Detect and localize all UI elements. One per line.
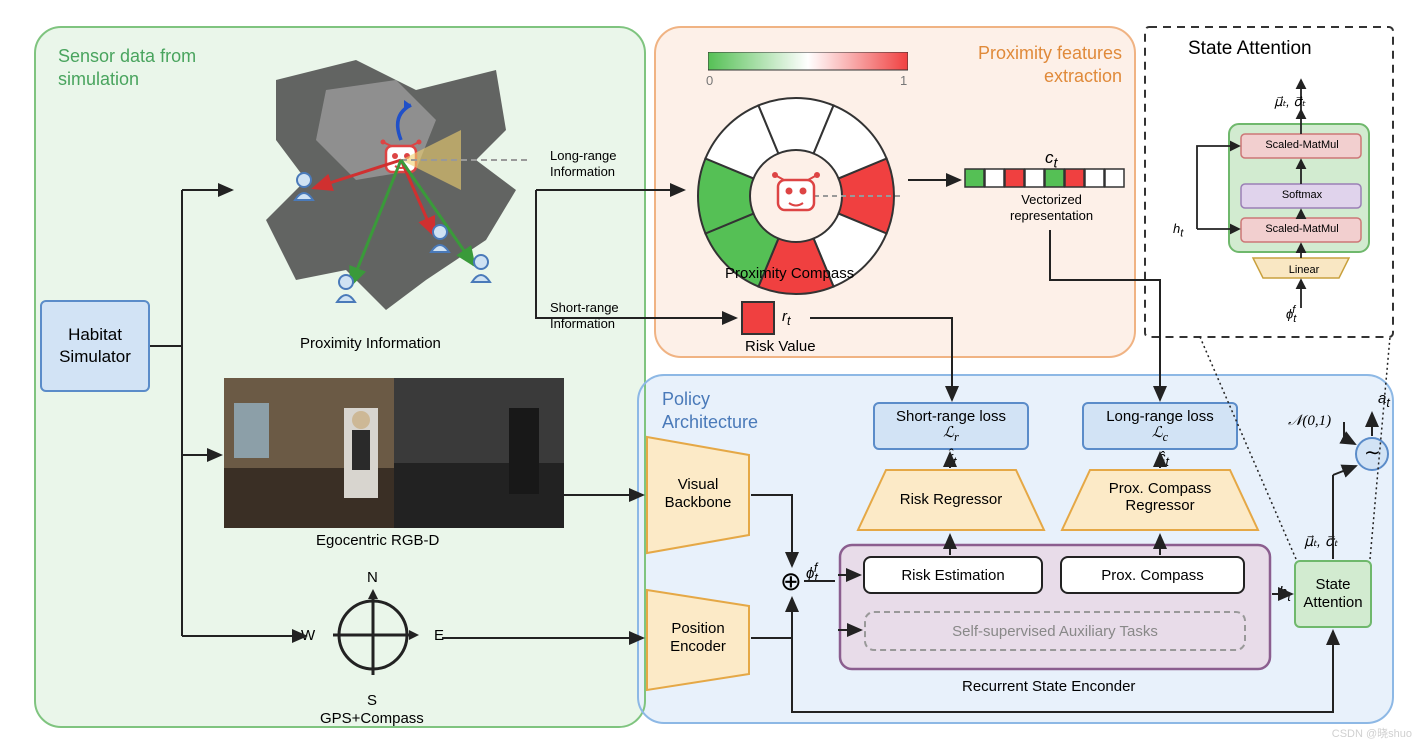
short-loss-text: Short-range loss: [896, 408, 1006, 425]
short-range-label: Short-range Information: [550, 300, 619, 331]
visual-backbone-label: Visual Backbone: [650, 476, 746, 512]
attention-panel-label: State Attention: [1188, 38, 1312, 60]
gradient-legend: [708, 52, 908, 90]
compass-e: E: [434, 627, 444, 644]
linear-label: Linear: [1264, 264, 1344, 276]
prox-compass-box: Prox. Compass: [1060, 556, 1245, 594]
ht-attn: ht: [1173, 221, 1183, 240]
proximity-panel-label: Proximity features extraction: [978, 42, 1122, 87]
gps-label: GPS+Compass: [320, 710, 424, 727]
ct-vector: [964, 168, 1134, 190]
phi-symbol: ϕtf: [806, 561, 817, 585]
long-loss-text: Long-range loss: [1106, 408, 1214, 425]
mu-sigma-bottom: μ⃗ₜ, σ⃗ₜ: [1304, 533, 1338, 550]
oplus-icon: ⊕: [780, 566, 802, 597]
risk-regressor-label: Risk Regressor: [856, 491, 1046, 508]
rgbd-image: [224, 378, 564, 528]
sensor-panel-label: Sensor data from simulation: [58, 45, 196, 90]
phi-attn: ϕtf: [1286, 304, 1295, 325]
softmax-label: Softmax: [1252, 189, 1352, 201]
watermark: CSDN @晓shuo: [1332, 725, 1412, 741]
tilde-symbol: ∼: [1364, 440, 1381, 465]
noise-label: 𝒩(0,1): [1288, 412, 1331, 430]
compass-n: N: [367, 569, 378, 586]
rt-symbol: rt: [782, 308, 790, 328]
ht-symbol: ht: [1279, 584, 1291, 604]
short-range-loss-box: Short-range loss ℒr: [873, 402, 1029, 450]
policy-panel-text: Policy Architecture: [662, 389, 758, 432]
matmul1-label: Scaled-MatMul: [1252, 223, 1352, 235]
aux-tasks-box: Self-supervised Auxiliary Tasks: [864, 611, 1246, 651]
risk-value-label: Risk Value: [745, 338, 816, 355]
chat-symbol: ĉt: [1158, 449, 1169, 469]
rgbd-label: Egocentric RGB-D: [316, 532, 439, 549]
proximity-panel-text: Proximity features extraction: [978, 43, 1122, 86]
proximity-info-label: Proximity Information: [300, 335, 441, 352]
habitat-simulator-box: Habitat Simulator: [40, 300, 150, 392]
at-symbol: at: [1378, 390, 1390, 410]
compass-w: W: [301, 627, 315, 644]
rhat-symbol: r̂t: [948, 449, 956, 469]
matmul2-label: Scaled-MatMul: [1252, 139, 1352, 151]
position-encoder-label: Position Encoder: [650, 620, 746, 656]
recurrent-label: Recurrent State Enconder: [962, 678, 1135, 695]
risk-value-box: [740, 300, 776, 336]
gps-compass-icon: [313, 575, 433, 695]
compass-s: S: [367, 692, 377, 709]
vectorized-label: Vectorized representation: [1010, 192, 1093, 223]
risk-estimation-box: Risk Estimation: [863, 556, 1043, 594]
proximity-compass-label: Proximity Compass: [725, 265, 854, 282]
compass-regressor-label: Prox. Compass Regressor: [1060, 480, 1260, 515]
long-range-label: Long-range Information: [550, 148, 617, 179]
mu-sigma-top: μ⃗ₜ, σ⃗ₜ: [1274, 94, 1305, 110]
long-range-loss-box: Long-range loss ℒc: [1082, 402, 1238, 450]
proximity-map: [236, 40, 536, 330]
state-attention-box: State Attention: [1294, 560, 1372, 628]
policy-panel-label: Policy Architecture: [662, 388, 758, 433]
sensor-panel-text: Sensor data from simulation: [58, 46, 196, 89]
